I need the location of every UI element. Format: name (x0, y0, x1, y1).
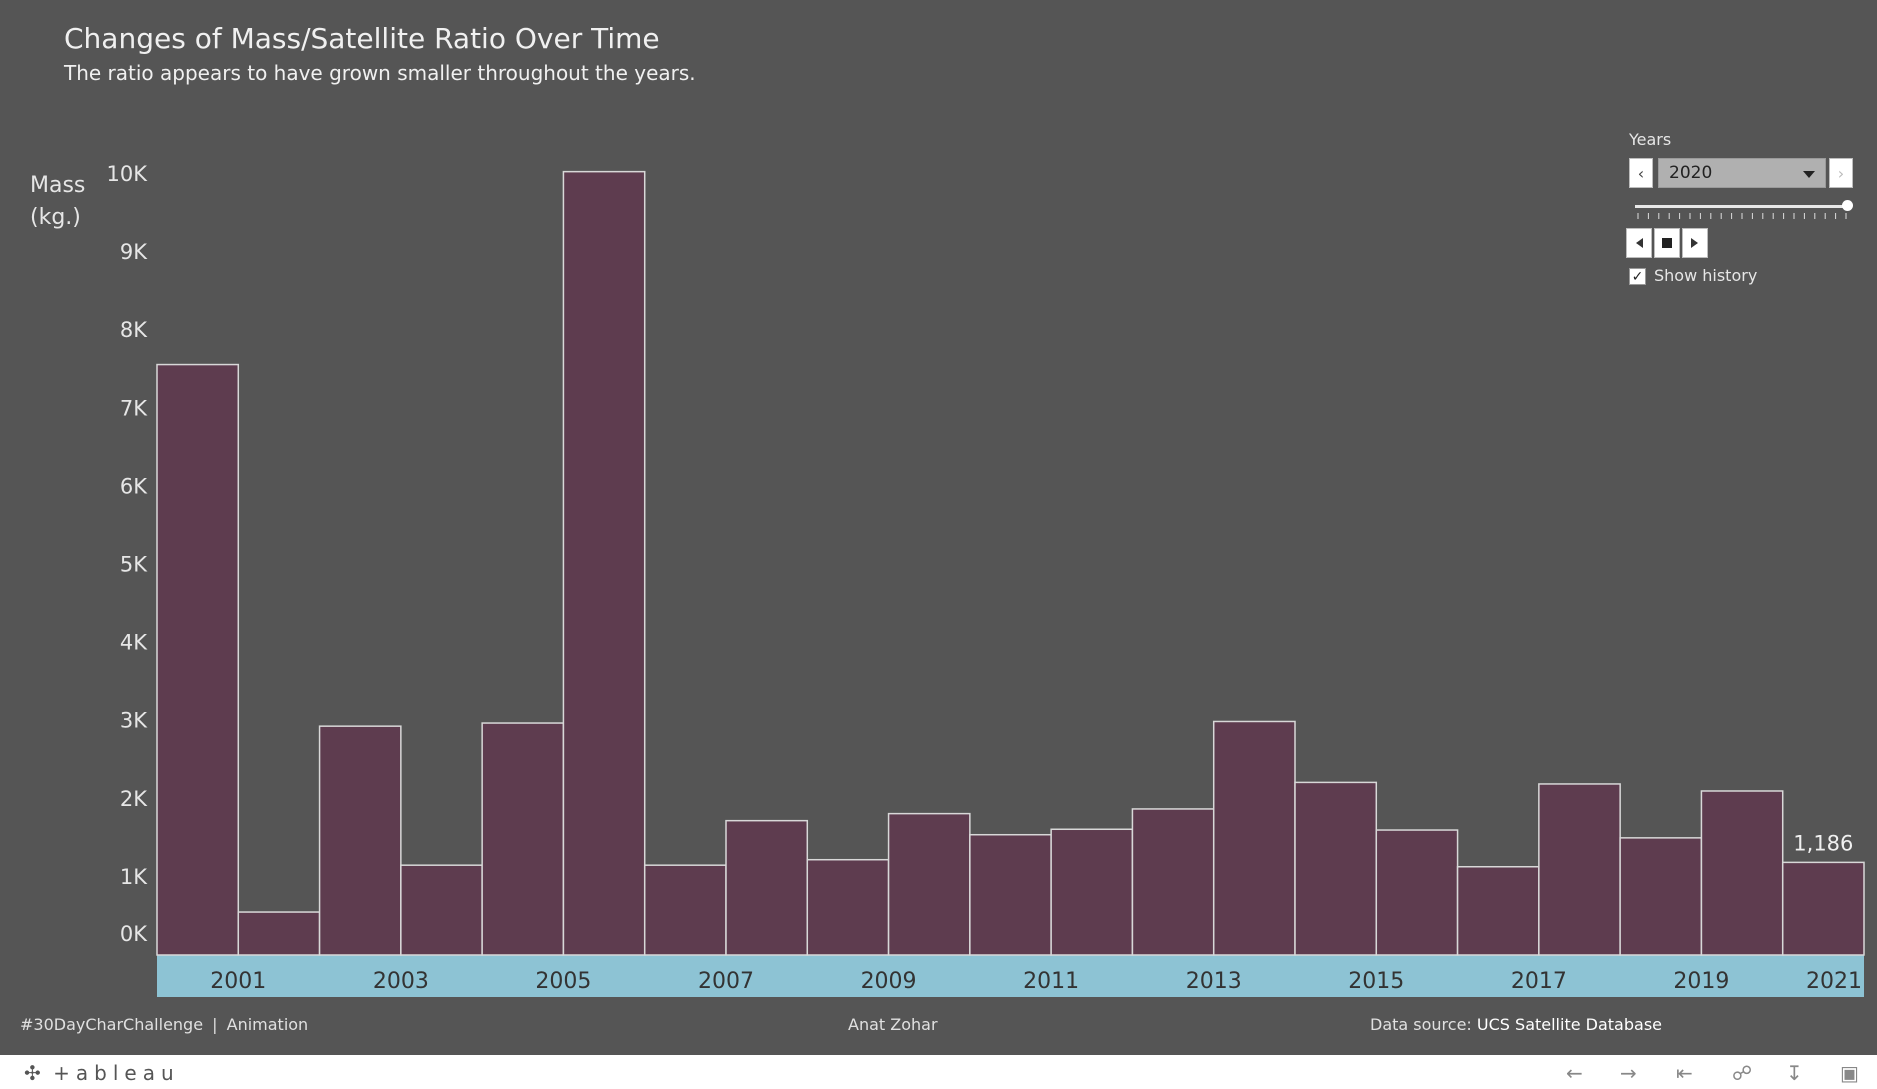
y-tick-label: 8K (120, 318, 148, 342)
next-year-button[interactable]: › (1829, 158, 1853, 188)
footer-left: #30DayCharChallenge | Animation (20, 1015, 308, 1034)
tableau-logo: ✣ +ableau (24, 1061, 180, 1085)
undo-icon[interactable]: ← (1566, 1061, 1583, 1085)
x-tick-label: 2021 (1806, 969, 1862, 994)
bar-chart: 0K 1K 2K 3K 4K 5K 6K 7K 8K 9K 10K 2001 2003 2005 2007 2… (107, 162, 1865, 997)
y-axis-title-line1: Mass (30, 173, 86, 198)
bar (806, 858, 890, 956)
y-tick-label: 3K (120, 709, 148, 733)
x-tick-label: 2013 (1186, 969, 1242, 994)
bar (1781, 861, 1865, 956)
x-tick-label: 2019 (1673, 969, 1729, 994)
chart-subtitle: The ratio appears to have grown smaller … (64, 61, 696, 85)
bar (562, 170, 646, 956)
chevron-left-icon: ‹ (1637, 163, 1645, 183)
bar (156, 363, 240, 956)
year-dropdown[interactable]: 2020 (1658, 158, 1826, 188)
footer-hashtag: #30DayCharChallenge (20, 1015, 204, 1034)
bar (1050, 828, 1134, 956)
chevron-right-icon: › (1837, 163, 1845, 183)
dashboard: Changes of Mass/Satellite Ratio Over Tim… (2, 0, 1875, 1055)
download-icon[interactable]: ↧ (1786, 1061, 1803, 1085)
stop-icon (1662, 238, 1672, 248)
y-tick-label: 9K (120, 240, 148, 264)
chart-title: Changes of Mass/Satellite Ratio Over Tim… (64, 22, 660, 55)
play-forward-button[interactable] (1682, 228, 1708, 258)
y-axis-title-line2: (kg.) (30, 205, 81, 230)
show-history-label: Show history (1654, 266, 1758, 285)
bar (1212, 720, 1296, 956)
footer-separator: | (212, 1015, 218, 1034)
y-tick-label: 0K (120, 922, 148, 946)
bar (1131, 808, 1215, 956)
x-tick-label: 2003 (373, 969, 429, 994)
play-backward-button[interactable] (1626, 228, 1652, 258)
fullscreen-icon[interactable]: ▣ (1840, 1061, 1859, 1085)
x-tick-label: 2011 (1023, 969, 1079, 994)
y-tick-label: 6K (120, 474, 148, 498)
bar (1294, 781, 1378, 956)
bar (400, 864, 483, 956)
y-tick-label: 7K (120, 396, 148, 420)
data-label: 1,186 (1793, 831, 1853, 855)
tableau-logo-icon: ✣ (24, 1061, 41, 1085)
bar (1538, 783, 1621, 956)
years-filter-label: Years (1629, 130, 1672, 149)
footer-source-prefix: Data source: (1370, 1015, 1472, 1034)
tableau-logo-text: +ableau (53, 1061, 180, 1085)
x-tick-label: 2009 (861, 969, 917, 994)
revert-icon[interactable]: ⇤ (1676, 1061, 1693, 1085)
share-icon[interactable]: ☍ (1732, 1061, 1753, 1085)
caret-down-icon (1803, 171, 1815, 178)
bar (725, 819, 809, 956)
bar (1456, 865, 1540, 956)
y-axis-title: Mass (kg.) (30, 170, 85, 234)
y-tick-label: 2K (120, 787, 148, 811)
slider-ticks (1637, 213, 1847, 219)
show-history-checkbox[interactable]: ✓ (1629, 268, 1646, 285)
footer-category: Animation (226, 1015, 309, 1034)
play-backward-icon (1636, 238, 1643, 248)
bar (643, 864, 727, 956)
x-axis-band (157, 955, 1864, 997)
y-tick-label: 4K (120, 631, 148, 655)
redo-icon[interactable]: → (1620, 1061, 1637, 1085)
x-tick-label: 2001 (210, 969, 266, 994)
x-tick-label: 2005 (535, 969, 591, 994)
checkmark-icon: ✓ (1631, 268, 1644, 285)
y-tick-label: 1K (120, 865, 148, 889)
y-tick-label: 10K (107, 162, 149, 186)
y-tick-label: 5K (120, 553, 148, 577)
bar (318, 725, 402, 956)
year-dropdown-value: 2020 (1669, 163, 1713, 183)
bar (237, 911, 321, 956)
x-tick-label: 2015 (1348, 969, 1404, 994)
footer-author: Anat Zohar (848, 1015, 938, 1034)
bar (887, 812, 971, 956)
footer-source-name: UCS Satellite Database (1476, 1015, 1662, 1034)
bar (1700, 790, 1784, 956)
footer-source: Data source: UCS Satellite Database (1370, 1015, 1662, 1034)
bar (481, 722, 565, 956)
play-forward-icon (1691, 238, 1698, 248)
year-slider[interactable] (1635, 205, 1847, 208)
bar (1619, 837, 1703, 956)
bar (1375, 829, 1459, 956)
tableau-toolbar: ✣ +ableau ← → ⇤ ☍ ↧ ▣ (0, 1055, 1877, 1089)
previous-year-button[interactable]: ‹ (1629, 158, 1653, 188)
x-tick-label: 2017 (1511, 969, 1567, 994)
year-slider-thumb[interactable] (1842, 200, 1853, 211)
bar (969, 833, 1052, 956)
stop-button[interactable] (1654, 228, 1680, 258)
x-tick-label: 2007 (698, 969, 754, 994)
